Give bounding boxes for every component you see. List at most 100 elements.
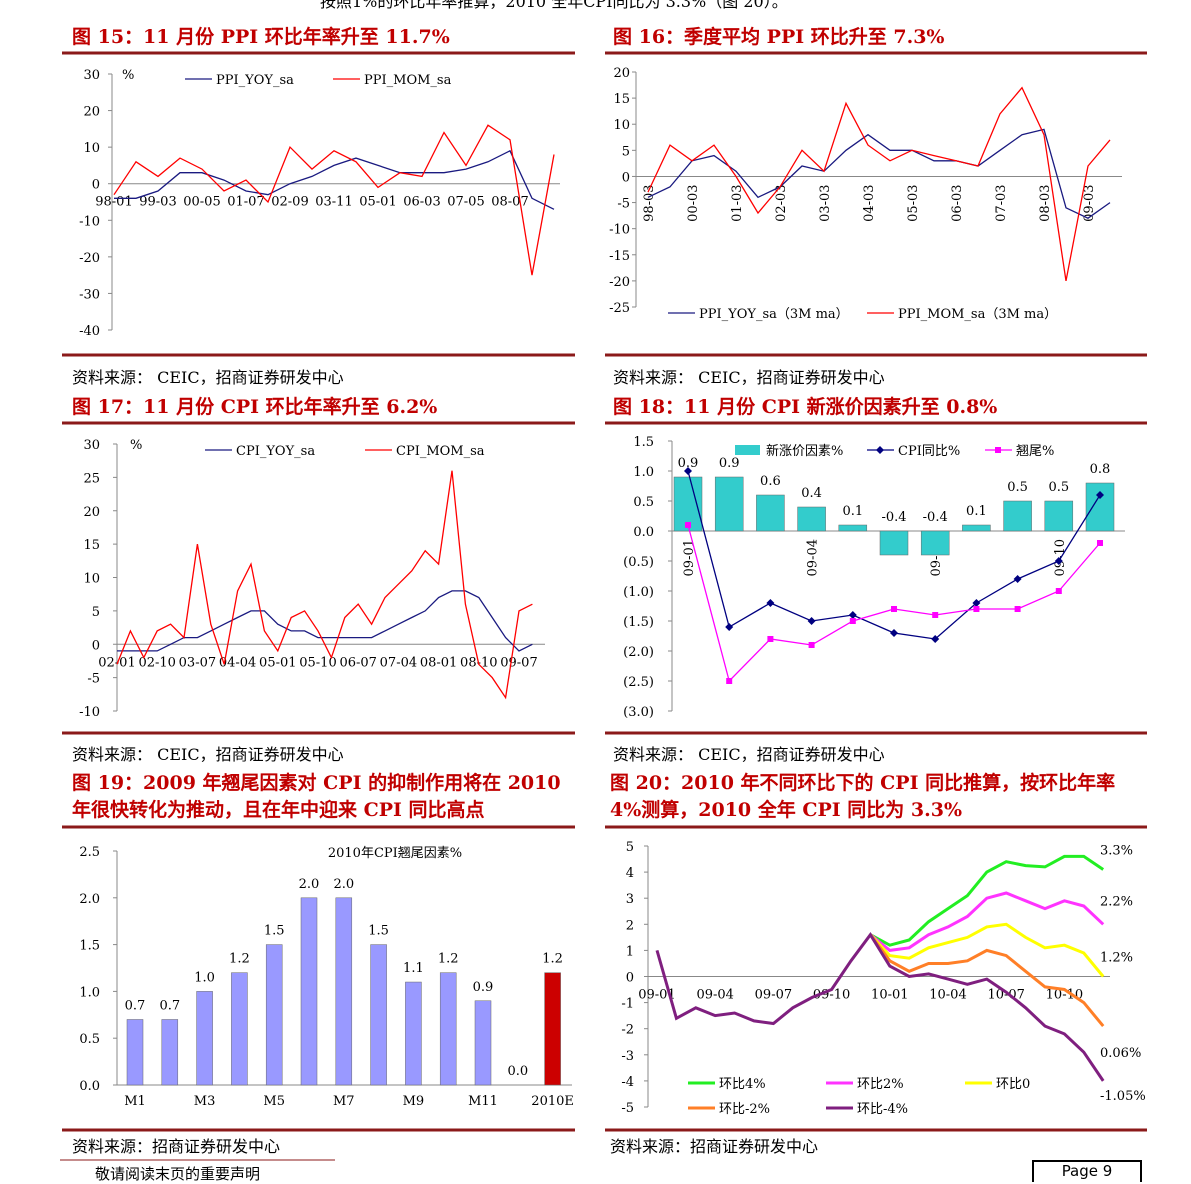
source: 资料来源：招商证券研发中心 xyxy=(610,1137,819,1156)
bar xyxy=(838,524,868,532)
y-tick-label: -3 xyxy=(621,1049,634,1064)
y-tick-label: 30 xyxy=(83,438,100,453)
legend-label: CPI同比% xyxy=(898,444,960,459)
legend-swatch xyxy=(735,445,760,455)
x-tick-label: 00-05 xyxy=(183,195,220,210)
marker xyxy=(725,623,734,631)
end-label: -1.05% xyxy=(1100,1089,1146,1104)
caption: 图 17：11 月份 CPI 环比年率升至 6.2% xyxy=(72,396,438,418)
marker xyxy=(849,618,856,624)
marker xyxy=(973,606,980,612)
x-tick-label: 09-10 xyxy=(813,988,850,1003)
y-tick-label: 20 xyxy=(83,505,100,520)
y-tick-label: 15 xyxy=(613,92,630,107)
y-tick-label: -30 xyxy=(79,287,100,302)
y-tick-label: 3 xyxy=(626,892,634,907)
x-tick-label: 01-03 xyxy=(730,184,745,221)
x-tick-label: 05-10 xyxy=(299,655,336,670)
bar xyxy=(920,530,950,556)
x-tick-label: 09-07 xyxy=(500,655,537,670)
x-tick-label: 05-03 xyxy=(906,184,921,221)
y-tick-label: 1.5 xyxy=(633,435,654,450)
x-tick-label: 06-07 xyxy=(339,655,376,670)
bar xyxy=(714,476,744,532)
y-tick-label: 5 xyxy=(92,605,100,620)
value-label: 1.1 xyxy=(403,961,424,976)
x-tick-label: 10-07 xyxy=(987,988,1024,1003)
source: 资料来源： CEIC，招商证券研发中心 xyxy=(72,368,344,387)
value-label: 0.4 xyxy=(801,486,822,501)
y-tick-label: -5 xyxy=(617,197,630,212)
x-tick-label: M5 xyxy=(263,1094,285,1109)
y-tick-label: 10 xyxy=(83,572,100,587)
y-tick-label: (2.5) xyxy=(623,675,654,690)
value-label: -0.4 xyxy=(881,510,906,525)
x-tick-label: 09-04 xyxy=(696,988,733,1003)
end-label: 2.2% xyxy=(1100,894,1133,909)
y-tick-label: -10 xyxy=(79,214,100,229)
source: 资料来源： CEIC，招商证券研发中心 xyxy=(72,745,344,764)
y-tick-label: 1 xyxy=(626,944,634,959)
marker xyxy=(726,678,733,684)
bar xyxy=(300,897,318,1086)
y-unit: % xyxy=(122,68,134,83)
caption: 图 19：2009 年翘尾因素对 CPI 的抑制作用将在 2010 年很快转化为… xyxy=(72,772,561,821)
caption: 图 18：11 月份 CPI 新涨价因素升至 0.8% xyxy=(613,396,998,418)
y-tick-label: -10 xyxy=(609,223,630,238)
legend-label: PPI_MOM_sa xyxy=(364,73,452,88)
y-tick-label: 0.5 xyxy=(79,1032,100,1047)
y-tick-label: -20 xyxy=(79,251,100,266)
bar xyxy=(797,506,826,532)
line xyxy=(655,932,1105,1082)
y-tick-label: (0.5) xyxy=(623,555,654,570)
value-label: -0.4 xyxy=(923,510,948,525)
y-tick-label: 30 xyxy=(83,68,100,83)
y-tick-label: -40 xyxy=(79,324,100,339)
legend-marker xyxy=(876,446,884,454)
y-tick-label: 2.5 xyxy=(79,845,100,860)
x-tick-label: 03-03 xyxy=(818,184,833,221)
marker xyxy=(972,599,981,607)
value-label: 0.7 xyxy=(159,998,180,1013)
value-label: 1.5 xyxy=(368,924,389,939)
caption: 图 15：11 月份 PPI 环比年率升至 11.7% xyxy=(72,26,450,48)
line xyxy=(869,933,1105,1028)
line xyxy=(116,470,533,700)
source: 资料来源：招商证券研发中心 xyxy=(72,1137,281,1156)
x-tick-label: 99-03 xyxy=(139,195,176,210)
value-label: 0.5 xyxy=(1048,480,1069,495)
legend-label: 环比-4% xyxy=(857,1102,908,1117)
y-tick-label: (1.0) xyxy=(623,585,654,600)
end-label: 3.3% xyxy=(1100,843,1133,858)
y-tick-label: 2 xyxy=(626,918,634,933)
bar xyxy=(231,972,248,1086)
marker xyxy=(932,612,939,618)
value-label: 1.2 xyxy=(542,952,563,967)
marker xyxy=(931,635,940,643)
value-label: 0.0 xyxy=(507,1064,528,1079)
y-tick-label: -10 xyxy=(79,705,100,720)
bar xyxy=(1085,482,1115,532)
legend-label: CPI_MOM_sa xyxy=(396,444,485,459)
chart-subtitle: 2010年CPI翘尾因素% xyxy=(328,846,462,861)
x-tick-label: 06-03 xyxy=(950,184,965,221)
bar xyxy=(879,530,909,556)
y-tick-label: 20 xyxy=(83,105,100,120)
y-tick-label: 4 xyxy=(626,866,634,881)
value-label: 0.5 xyxy=(1007,480,1028,495)
legend-marker xyxy=(995,447,1001,453)
x-tick-label: 98-01 xyxy=(95,195,132,210)
value-label: 1.2 xyxy=(229,952,250,967)
legend-label: PPI_MOM_sa（3M ma） xyxy=(898,307,1057,322)
marker xyxy=(1014,606,1021,612)
bar xyxy=(756,494,785,532)
legend-label: 环比2% xyxy=(857,1077,904,1092)
value-label: 0.9 xyxy=(473,980,494,995)
y-tick-label: 1.0 xyxy=(633,465,654,480)
x-tick-label: 03-11 xyxy=(315,195,352,210)
value-label: 1.0 xyxy=(194,970,215,985)
legend-label: PPI_YOY_sa（3M ma） xyxy=(699,307,849,322)
x-tick-label: M9 xyxy=(403,1094,425,1109)
